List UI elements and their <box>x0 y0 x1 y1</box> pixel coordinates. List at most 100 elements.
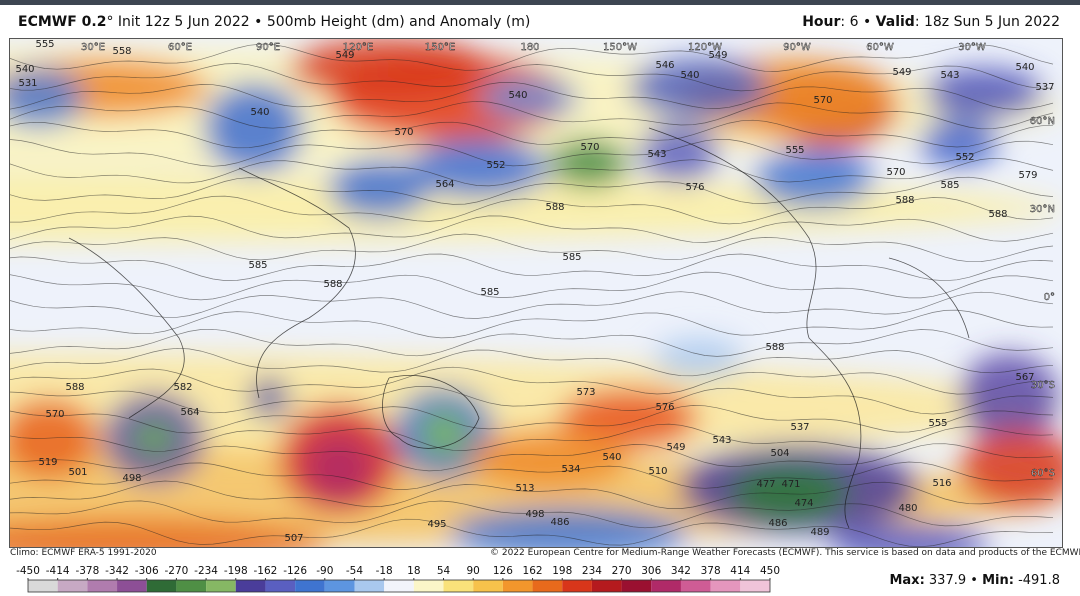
contour-label: 570 <box>813 95 832 106</box>
colorbar-label: 342 <box>671 565 691 577</box>
colorbar-bin <box>354 580 385 592</box>
colorbar-label: -162 <box>254 565 278 577</box>
latitude-label: 0° <box>1044 292 1055 303</box>
colorbar-label: -342 <box>105 565 129 577</box>
contour-label: 510 <box>648 466 667 477</box>
colorbar-label: 306 <box>641 565 661 577</box>
contour-label: 564 <box>180 407 199 418</box>
colorbar-label: 414 <box>730 565 750 577</box>
colorbar-bin <box>28 580 58 592</box>
colorbar-label: 162 <box>523 565 543 577</box>
colorbar-bin <box>562 580 592 592</box>
contour-label: 549 <box>335 50 354 61</box>
colorbar-bin <box>680 580 711 592</box>
valid-label: Valid <box>875 14 915 30</box>
contour-label: 564 <box>435 179 454 190</box>
colorbar-bin <box>206 580 236 592</box>
contour-label: 585 <box>562 252 581 263</box>
contour-label: 501 <box>68 467 87 478</box>
min-label: Min: <box>982 573 1014 588</box>
degree: ° <box>106 14 114 30</box>
hour-label: Hour <box>802 14 841 30</box>
contour-label: 540 <box>602 452 621 463</box>
colorbar-bin <box>384 580 414 592</box>
colorbar-label: 198 <box>552 565 572 577</box>
contour-label: 555 <box>928 418 947 429</box>
model: ECMWF 0.2 <box>18 14 107 30</box>
colorbar-bin <box>117 580 147 592</box>
colon: : <box>914 14 920 30</box>
colorbar-label: -126 <box>283 565 307 577</box>
longitude-label: 60°W <box>866 42 894 53</box>
bullet: • <box>254 14 263 30</box>
longitude-label: 150°W <box>603 42 637 53</box>
colorbar-bin <box>740 580 770 592</box>
colorbar-bin <box>443 580 474 592</box>
contour-label: 549 <box>666 442 685 453</box>
contour-label: 486 <box>768 518 787 529</box>
colorbar-bin <box>295 580 325 592</box>
longitude-label: 90°E <box>256 42 280 53</box>
map: 30°E 60°E 90°E 120°E 150°E 180 150°W 120°W 90°W 6… <box>9 38 1063 548</box>
max-min: Max: 337.9 • Min: -491.8 <box>889 573 1060 588</box>
colorbar-bin <box>146 580 177 592</box>
contour-label: 582 <box>173 382 192 393</box>
colorbar-bin <box>710 580 741 592</box>
contour-label: 543 <box>940 70 959 81</box>
bullet: • <box>970 573 978 588</box>
colorbar: -450 -414 -378 -342 -306 -270 -234 -198 -162 -126… <box>16 565 780 593</box>
contour-label: 531 <box>18 78 37 89</box>
colorbar-label: 378 <box>701 565 721 577</box>
colorbar-bin <box>413 580 444 592</box>
latitude-label: 60°S <box>1031 468 1055 479</box>
header-right: Hour: 6 • Valid: 18z Sun 5 Jun 2022 <box>802 14 1060 30</box>
colorbar-label: -198 <box>224 565 248 577</box>
contour-label: 537 <box>1035 82 1054 93</box>
contour-label: 576 <box>685 182 704 193</box>
longitude-label: 150°E <box>425 42 455 53</box>
colorbar-label: -90 <box>316 565 333 577</box>
anomaly-field <box>9 38 1063 548</box>
colorbar-label: -414 <box>46 565 70 577</box>
latitude-label: 60°N <box>1030 116 1055 127</box>
contour-label: 570 <box>45 409 64 420</box>
colorbar-bin <box>621 580 652 592</box>
colorbar-label: 234 <box>582 565 602 577</box>
contour-label: 540 <box>508 90 527 101</box>
contour-label: 570 <box>394 127 413 138</box>
contour-label: 477 <box>756 479 775 490</box>
colorbar-label: -234 <box>194 565 218 577</box>
init: Init 12z 5 Jun 2022 <box>117 14 250 30</box>
contour-label: 585 <box>480 287 499 298</box>
contour-label: 504 <box>770 448 789 459</box>
contour-label: 540 <box>1015 62 1034 73</box>
colorbar-bin <box>57 580 88 592</box>
contour-label: 543 <box>712 435 731 446</box>
contour-label: 516 <box>932 478 951 489</box>
colorbar-bin <box>591 580 622 592</box>
colorbar-label: 18 <box>407 565 420 577</box>
colorbar-label: -270 <box>164 565 188 577</box>
contour-label: 570 <box>580 142 599 153</box>
longitude-label: 180 <box>520 42 539 53</box>
contour-label: 540 <box>250 107 269 118</box>
header-left: ECMWF 0.2° Init 12z 5 Jun 2022 • 500mb H… <box>18 14 530 30</box>
contour-label: 498 <box>525 509 544 520</box>
colorbar-bin <box>265 580 296 592</box>
map-frame <box>9 38 1063 548</box>
contour-label: 555 <box>35 39 54 50</box>
colorbar-label: -18 <box>376 565 393 577</box>
contour-label: 471 <box>781 479 800 490</box>
top-bar <box>0 0 1080 5</box>
max-value: 337.9 <box>928 573 967 588</box>
longitude-label: 60°E <box>168 42 192 53</box>
longitude-label: 30°E <box>81 42 105 53</box>
hour: 6 <box>849 14 859 30</box>
colon: : <box>840 14 846 30</box>
contour-label: 519 <box>38 457 57 468</box>
contour-label: 588 <box>988 209 1007 220</box>
contour-label: 585 <box>248 260 267 271</box>
contour-label: 588 <box>895 195 914 206</box>
contour-label: 540 <box>680 70 699 81</box>
contour-label: 552 <box>486 160 505 171</box>
